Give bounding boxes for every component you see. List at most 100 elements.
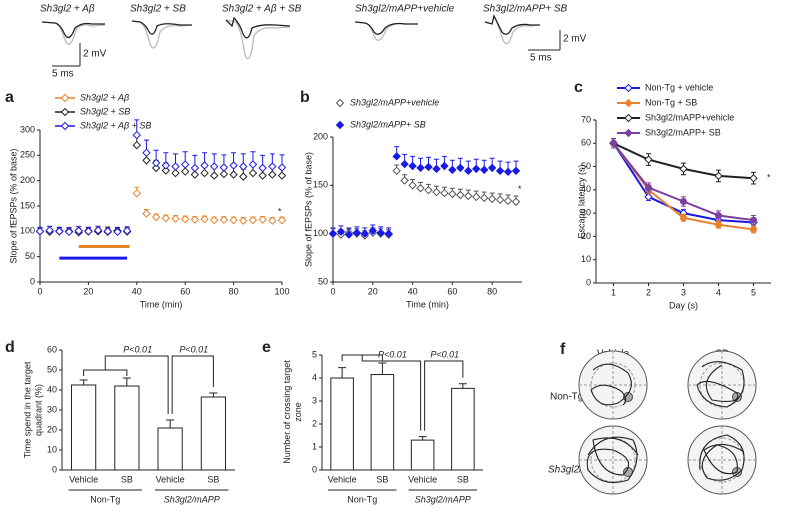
marker (210, 171, 219, 180)
marker (151, 212, 161, 222)
y-tick-label: 0 (586, 277, 591, 287)
trace-label: Sh3gl2 + SB (130, 4, 186, 15)
marker (503, 196, 513, 206)
y-tick-label: 70 (581, 114, 591, 124)
marker (180, 214, 190, 224)
marker (503, 167, 513, 177)
legend-marker (335, 120, 345, 130)
y-axis-label: Slope of fEPSPs (% of base) (8, 148, 18, 263)
marker (392, 166, 401, 176)
bar (370, 374, 395, 471)
marker (679, 164, 688, 174)
marker (432, 187, 441, 197)
marker (715, 221, 722, 229)
scale-label: 2 mV (563, 34, 587, 45)
x-tick-label: SB (376, 474, 388, 484)
legend-marker (60, 121, 70, 131)
error-bar (209, 392, 218, 397)
marker (472, 192, 481, 202)
marker (424, 185, 433, 195)
y-tick-label: 50 (25, 251, 35, 261)
marker (400, 159, 409, 169)
marker (200, 168, 209, 178)
y-tick-label: 20 (581, 231, 591, 241)
legend-label: Sh3gl2 + SB (80, 106, 130, 116)
y-tick-label: 150 (313, 180, 328, 190)
marker (45, 226, 54, 235)
y-tick-label: 1 (312, 441, 317, 451)
marker (239, 162, 248, 171)
legend-marker (624, 128, 633, 138)
y-tick-label: 40 (47, 384, 57, 394)
marker (268, 162, 277, 171)
x-tick-label: 20 (83, 286, 93, 296)
marker (495, 166, 505, 176)
bar (114, 385, 140, 471)
marker (464, 191, 473, 201)
marker (200, 214, 209, 224)
error-bar (79, 379, 88, 385)
x-tick-label: Vehicle (328, 474, 357, 484)
marker (750, 225, 757, 233)
marker (171, 162, 180, 171)
marker (210, 215, 219, 225)
marker (408, 181, 417, 190)
bar (200, 396, 226, 471)
group-label: Sh3gl2/mAPP (164, 494, 220, 504)
marker (258, 215, 267, 224)
legend-label: Non-Tg + vehicle (645, 82, 713, 92)
marker (113, 227, 122, 237)
bar (410, 439, 435, 471)
legend-label: Sh3gl2 + Aβ (80, 92, 129, 102)
y-tick-label: 30 (47, 404, 57, 414)
y-tick-label: 2 (312, 418, 317, 428)
marker (151, 163, 161, 173)
marker (464, 166, 473, 176)
marker (277, 215, 287, 225)
marker (277, 163, 287, 172)
y-tick-label: 200 (313, 131, 328, 141)
marker (268, 216, 277, 225)
y-tick-label: 10 (47, 444, 57, 454)
trace-label: Sh3gl2 + Aβ (40, 4, 95, 15)
marker (132, 189, 142, 198)
significance-label: P<0.01 (430, 349, 459, 359)
marker (680, 214, 687, 222)
y-tick-label: 50 (581, 161, 591, 171)
bar (330, 377, 354, 471)
marker (456, 163, 465, 173)
marker (132, 140, 142, 150)
marker (750, 216, 757, 224)
y-tick-label: 150 (20, 200, 35, 210)
marker (64, 227, 74, 237)
marker (479, 165, 489, 175)
legend-label: Sh3gl2 + Aβ + SB (80, 120, 151, 130)
error-bar (378, 362, 387, 375)
y-tick-label: 100 (20, 226, 35, 236)
y-tick-label: 30 (581, 208, 591, 218)
legend-label: Non-Tg + SB (645, 97, 697, 107)
marker (55, 227, 64, 236)
x-tick-label: 0 (330, 286, 335, 296)
panel-letter: f (560, 341, 566, 358)
panel-letter: a (5, 89, 14, 106)
significance-label: P<0.01 (179, 344, 208, 354)
y-tick-label: 20 (47, 424, 57, 434)
marker (610, 139, 617, 147)
x-tick-label: 80 (487, 286, 497, 296)
x-tick-label: 60 (180, 286, 190, 296)
x-tick-label: 20 (368, 286, 378, 296)
marker (749, 174, 758, 183)
marker (180, 167, 190, 176)
marker (35, 227, 45, 236)
y-tick-label: 0 (30, 276, 35, 286)
marker (142, 156, 151, 165)
legend-marker (60, 107, 70, 117)
annotation: * (278, 207, 282, 217)
marker (392, 152, 401, 161)
swim-path (590, 363, 632, 406)
x-axis-label: Day (s) (669, 300, 698, 310)
y-tick-label: 5 (312, 349, 317, 359)
legend-marker (624, 83, 633, 93)
